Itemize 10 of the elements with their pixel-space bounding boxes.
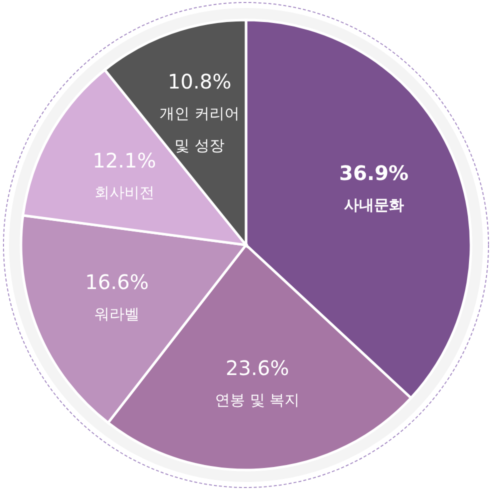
slice-label: 연봉 및 복지 (215, 391, 300, 410)
slice-label: 회사비전 (94, 184, 154, 202)
data-label: 12.1% (92, 148, 156, 173)
slice-label: 사내문화 (344, 196, 404, 214)
data-label: 16.6% (85, 270, 149, 294)
slice-label: 워라벨 (94, 304, 140, 323)
slice-label: 개인 커리어 및 성장 (160, 104, 240, 154)
data-label: 23.6% (226, 356, 290, 380)
data-label: 10.8% (168, 69, 232, 94)
data-label: 36.9% (339, 161, 409, 186)
